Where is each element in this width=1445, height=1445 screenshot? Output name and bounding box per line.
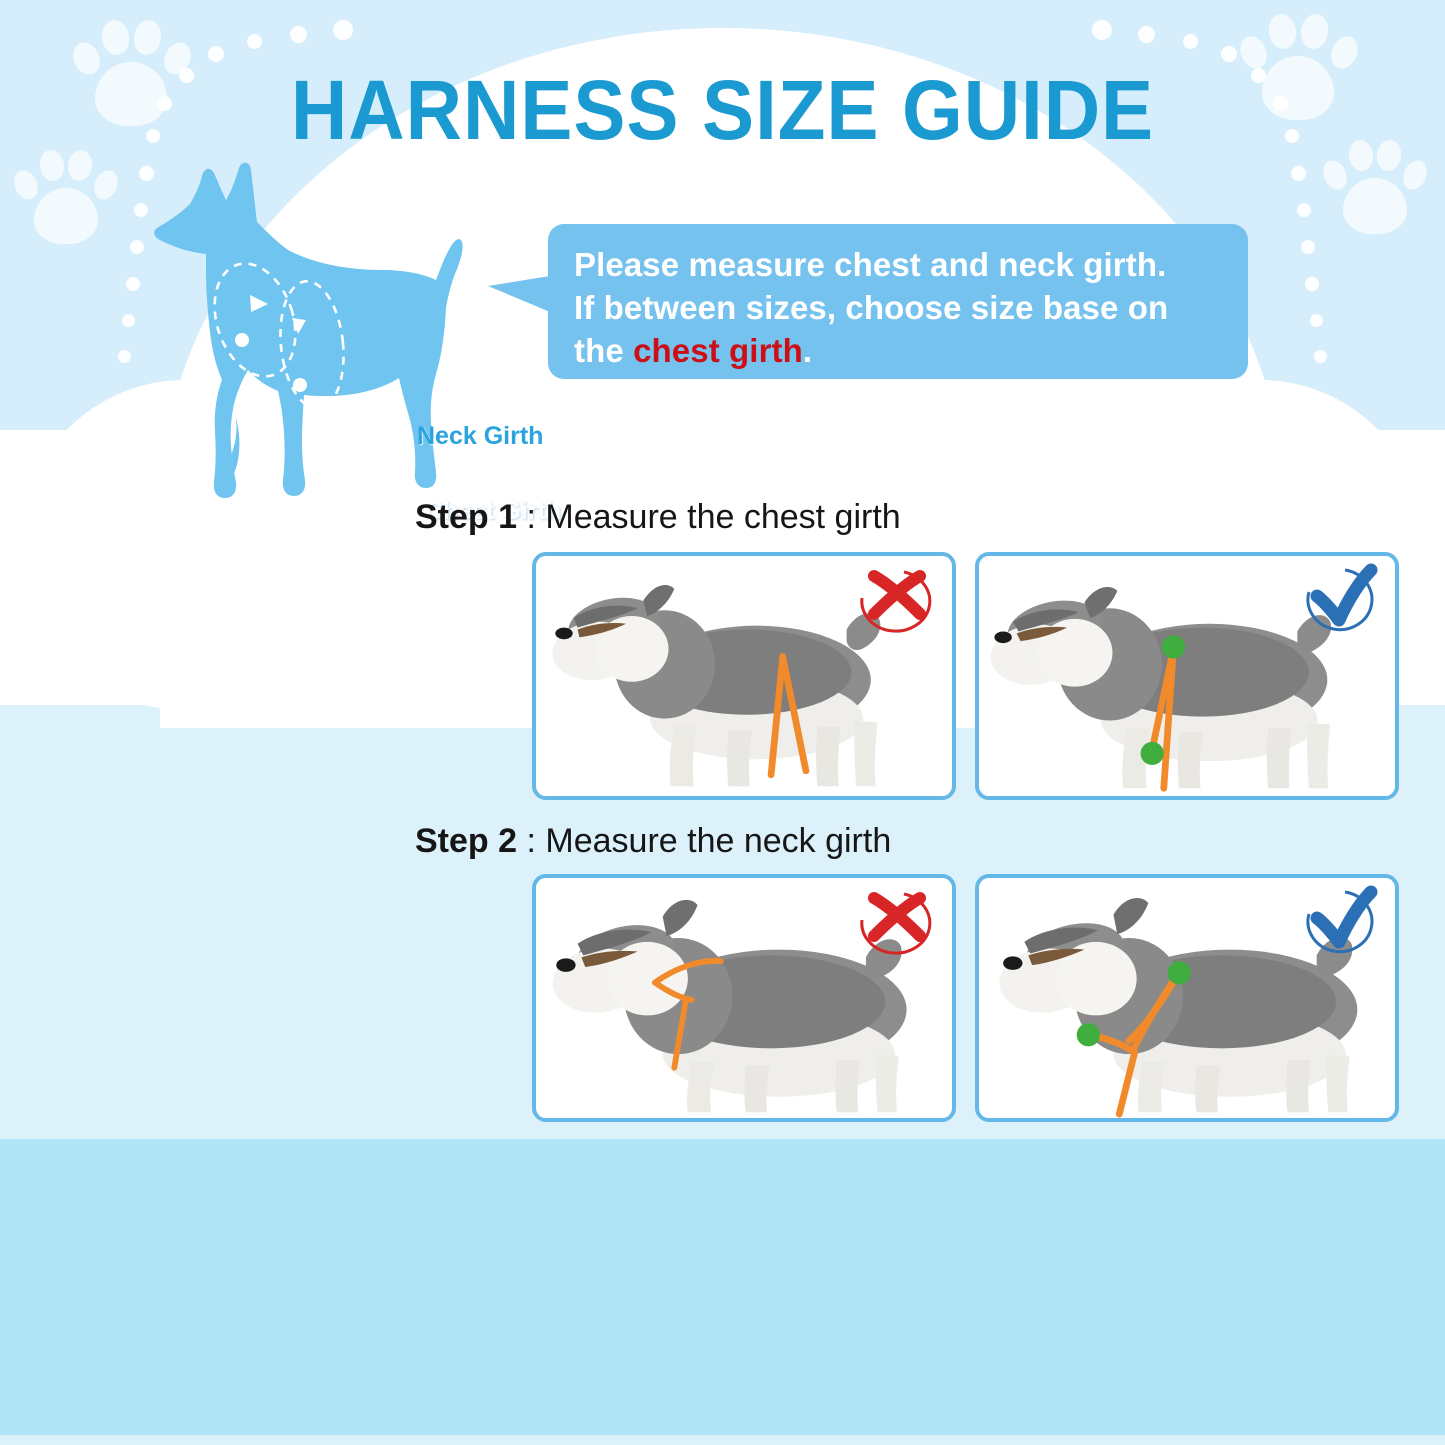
size-chart-table: Size XXXS XXS XS S M L Chest (in) 11-13 … [0,1139,1445,1435]
step-2-heading: Step 2 : Measure the neck girth [415,822,891,861]
step-1-correct-photo-panel [975,552,1399,800]
neck-girth-label: Neck Girth [417,422,544,450]
check-icon [1306,563,1378,632]
step-2-correct-photo-panel [975,874,1399,1122]
step-2-separator: : [517,822,546,860]
step-1-text: Measure the chest girth [545,498,901,536]
instruction-line-3: the chest girth. [574,330,1224,373]
dog-measurement-diagram: Neck Girth Chest Girth [140,160,561,525]
paw-print-icon [68,18,198,130]
step-1-heading: Step 1 : Measure the chest girth [415,498,901,537]
measurement-marker-icon [1076,1023,1100,1047]
callout-tail [488,276,550,312]
instruction-line-3-prefix: the [574,331,634,369]
dog-photo-neck-incorrect [538,878,950,1118]
instruction-line-3-suffix: . [802,331,813,369]
instruction-highlight: chest girth [633,331,803,369]
background-band-bottom [0,1435,1445,1445]
paw-print-icon [1318,138,1433,238]
instruction-line-1: Please measure chest and neck girth. [574,246,1167,283]
step-1-incorrect-photo-panel [532,552,956,800]
background-band-table [0,1139,1445,1435]
instruction-callout: Please measure chest and neck girth. If … [488,224,1248,379]
step-2-label: Step 2 [415,822,518,860]
instruction-text: Please measure chest and neck girth. If … [574,244,1224,373]
page-title: HARNESS SIZE GUIDE [290,63,1155,157]
chest-girth-label: Chest Girth [425,497,562,525]
paw-print-icon [9,148,124,248]
cross-icon [860,892,932,955]
step-1-separator: : [517,498,546,536]
cross-icon [860,570,932,633]
measurement-marker-icon [1140,741,1164,766]
step-2-incorrect-photo-panel [532,874,956,1122]
dog-silhouette-icon [154,162,463,499]
step-2-text: Measure the neck girth [545,822,892,860]
step-1-label: Step 1 [415,498,518,536]
check-icon [1306,885,1378,954]
instruction-line-2: If between sizes, choose size base on [574,288,1169,326]
dog-photo-chest-incorrect [538,556,950,796]
measurement-marker-icon [1161,635,1186,659]
paw-print-icon [1235,12,1365,124]
measurement-marker-icon [1167,961,1191,985]
